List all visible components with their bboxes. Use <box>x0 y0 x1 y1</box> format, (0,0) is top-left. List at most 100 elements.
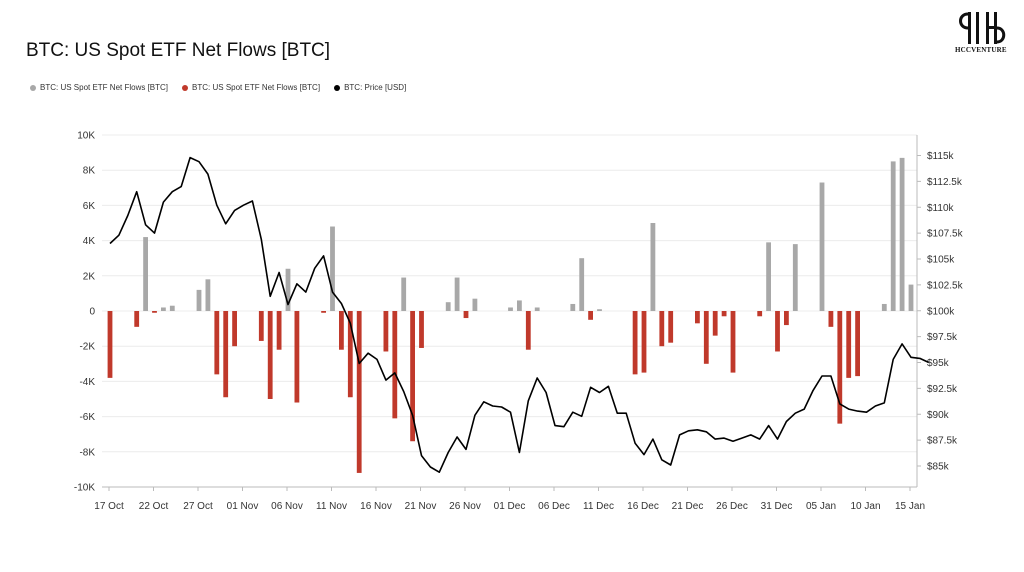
x-tick-label: 21 Dec <box>672 501 704 512</box>
x-tick-label: 16 Dec <box>627 501 659 512</box>
legend-label-price: BTC: Price [USD] <box>344 83 407 92</box>
inflow-bar <box>819 182 825 311</box>
outflow-bar <box>339 311 344 350</box>
legend-dot-inflows <box>30 84 36 91</box>
inflow-bar <box>579 258 585 311</box>
y-tick-label-left: -6K <box>79 412 95 423</box>
y-tick-label-right: $90k <box>927 410 950 421</box>
outflow-bar <box>855 311 860 377</box>
inflow-bar <box>908 284 914 311</box>
price-line <box>109 156 930 474</box>
inflow-bar <box>766 242 771 311</box>
inflow-bar <box>890 161 896 311</box>
outflow-bar <box>152 311 157 313</box>
outflow-bar <box>419 311 424 348</box>
x-tick-label: 31 Dec <box>761 501 793 512</box>
inflow-bar <box>196 289 202 311</box>
inflow-bar <box>401 277 407 311</box>
x-tick-label: 27 Oct <box>183 501 213 512</box>
chart-legend: BTC: US Spot ETF Net Flows [BTC] BTC: US… <box>30 83 420 92</box>
x-tick-label: 11 Nov <box>316 501 347 512</box>
outflow-bar <box>784 311 789 326</box>
outflow-bar <box>392 311 398 419</box>
outflow-bar <box>294 311 300 403</box>
y-tick-label-right: $85k <box>927 462 950 473</box>
legend-label-inflows: BTC: US Spot ETF Net Flows [BTC] <box>40 83 169 92</box>
x-tick-label: 06 Nov <box>271 501 303 512</box>
y-tick-label-right: $100k <box>927 306 955 317</box>
y-tick-label-right: $102.5k <box>927 280 964 291</box>
inflow-bar <box>899 157 905 311</box>
outflow-bar <box>828 311 834 327</box>
legend-item-outflows[interactable]: BTC: US Spot ETF Net Flows [BTC] <box>182 83 320 92</box>
hccventure-logo-icon <box>959 12 1006 44</box>
y-tick-label-right: $110k <box>927 203 955 214</box>
inflow-bar <box>517 300 522 311</box>
outflow-bar <box>258 311 264 341</box>
inflow-bar <box>330 226 335 311</box>
outflow-bar <box>775 311 780 352</box>
inflow-bar <box>508 307 513 311</box>
y-tick-label-left: -4K <box>79 377 95 388</box>
outflow-bar <box>695 311 700 324</box>
inflow-bar <box>143 237 148 311</box>
outflow-bar <box>267 311 273 399</box>
legend-item-price[interactable]: BTC: Price [USD] <box>334 83 406 92</box>
y-tick-label-right: $107.5k <box>927 229 964 240</box>
outflow-bar <box>347 311 353 398</box>
inflow-bar <box>205 279 211 311</box>
outflow-bar <box>757 311 763 317</box>
inflow-bar <box>597 309 602 311</box>
x-tick-label: 01 Dec <box>494 501 526 512</box>
x-tick-label: 21 Nov <box>405 501 437 512</box>
outflow-bar <box>463 311 469 319</box>
x-tick-label: 06 Dec <box>538 501 570 512</box>
outflow-bar <box>276 311 282 350</box>
inflow-bar <box>650 223 656 311</box>
inflow-bar <box>881 303 887 311</box>
y-tick-label-right: $115k <box>927 151 955 162</box>
outflow-bar <box>659 311 665 347</box>
legend-item-inflows[interactable]: BTC: US Spot ETF Net Flows [BTC] <box>30 83 168 92</box>
legend-label-outflows: BTC: US Spot ETF Net Flows [BTC] <box>192 83 321 92</box>
legend-dot-price <box>334 84 341 91</box>
outflow-bar <box>703 311 709 364</box>
inflow-bar <box>285 268 291 311</box>
outflow-bar <box>712 311 718 336</box>
inflow-bar <box>472 298 478 311</box>
outflow-bar <box>525 311 531 350</box>
x-tick-label: 05 Jan <box>806 501 836 512</box>
y-tick-label-right: $97.5k <box>927 332 958 343</box>
outflow-bar <box>588 311 593 320</box>
y-tick-label-right: $87.5k <box>927 436 958 447</box>
inflow-bar <box>534 307 540 311</box>
y-tick-label-left: 2K <box>83 271 96 282</box>
outflow-bar <box>632 311 638 375</box>
legend-dot-outflows <box>182 84 189 91</box>
outflow-bar <box>721 311 727 317</box>
outflow-bar <box>214 311 220 375</box>
x-tick-label: 01 Nov <box>227 501 259 512</box>
y-tick-label-left: 4K <box>83 236 96 247</box>
outflow-bar <box>134 311 140 327</box>
x-tick-label: 26 Nov <box>449 501 481 512</box>
y-tick-label-left: 10K <box>77 131 95 142</box>
y-tick-label-left: 8K <box>83 166 96 177</box>
outflow-bar <box>846 311 852 378</box>
logo-text: HCCVENTURE <box>955 46 1007 54</box>
outflow-bar <box>668 311 674 343</box>
y-tick-label-right: $112.5k <box>927 177 963 188</box>
outflow-bar <box>410 311 415 442</box>
y-tick-label-right: $105k <box>927 255 955 266</box>
y-tick-label-left: 6K <box>83 201 96 212</box>
inflow-bar <box>792 244 798 311</box>
inflow-bar <box>161 307 166 311</box>
x-tick-label: 15 Jan <box>895 501 925 512</box>
outflow-bar <box>383 311 389 352</box>
y-tick-label-left: 0 <box>89 307 95 318</box>
y-tick-label-right: $95k <box>927 358 950 369</box>
outflow-bar <box>641 311 647 373</box>
x-tick-label: 26 Dec <box>716 501 748 512</box>
inflow-bar <box>445 302 451 311</box>
